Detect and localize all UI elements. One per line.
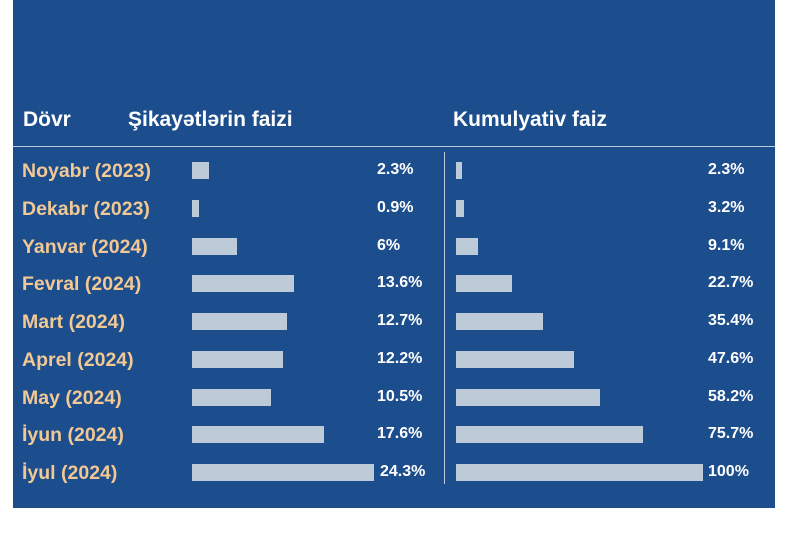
complaint-share-bar [192,350,284,368]
column-divider [444,152,445,484]
complaint-share-value: 12.2% [377,349,423,367]
complaint-share-bar [192,275,294,293]
cumulative-value: 9.1% [708,236,745,254]
period-label: Mart (2024) [22,311,125,333]
complaint-share-bar [192,199,199,217]
period-label: İyun (2024) [22,424,124,447]
cumulative-bar [456,199,464,217]
complaint-share-bar [192,426,324,444]
cumulative-value: 58.2% [708,387,754,405]
period-label: May (2024) [22,386,122,409]
complaint-share-value: 2.3% [377,161,414,178]
complaint-share-value: 13.6% [377,274,423,292]
complaint-share-bar [192,313,288,330]
cumulative-value: 3.2% [708,198,745,216]
cumulative-value: 22.7% [708,274,754,292]
complaint-share-bar [192,388,271,406]
column-header-period: Dövr [23,108,71,131]
complaint-share-value: 0.9% [377,198,414,216]
cumulative-bar [456,237,479,255]
cumulative-bar [456,275,513,293]
cumulative-value: 100% [708,463,749,480]
complaint-share-bar [192,237,237,255]
column-header-complaint-share: Şikayətlərin faizi [128,108,293,131]
cumulative-bar [456,464,703,481]
cumulative-bar [456,350,574,368]
period-label: Noyabr (2023) [22,160,151,182]
cumulative-bar [456,426,643,444]
cumulative-value: 47.6% [708,349,754,367]
cumulative-value: 2.3% [708,161,745,178]
cumulative-bar [456,162,462,179]
cumulative-bar [456,313,544,330]
complaint-share-bar [192,464,374,481]
chart-panel [13,0,775,508]
cumulative-value: 35.4% [708,312,754,329]
period-label: İyul (2024) [22,462,118,484]
column-header-cumulative: Kumulyativ faiz [453,108,608,131]
cumulative-value: 75.7% [708,425,754,443]
period-label: Aprel (2024) [22,348,134,371]
complaint-share-bar [192,162,210,179]
complaint-share-value: 10.5% [377,387,423,405]
complaint-share-value: 6% [377,236,401,254]
cumulative-bar [456,388,600,406]
complaint-share-value: 24.3% [380,463,426,480]
period-label: Yanvar (2024) [22,235,148,258]
period-label: Fevral (2024) [22,273,142,296]
header-divider [13,146,775,147]
period-label: Dekabr (2023) [22,197,150,220]
complaint-share-value: 12.7% [377,312,423,329]
complaint-share-value: 17.6% [377,425,423,443]
